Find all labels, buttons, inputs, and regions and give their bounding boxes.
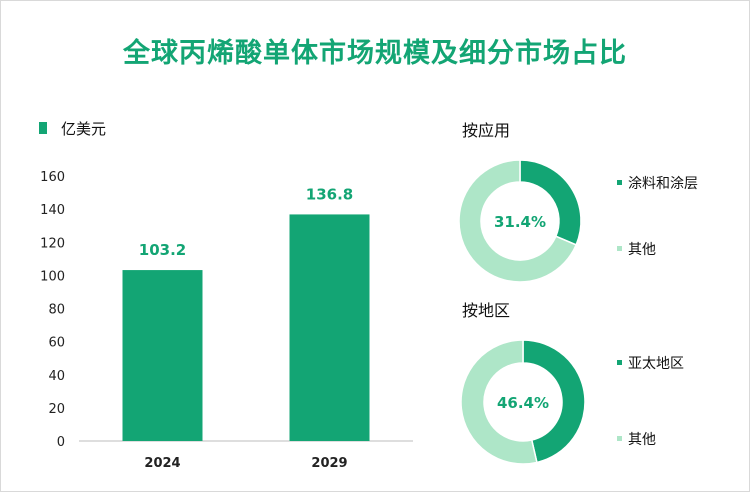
legend-label: 亚太地区 <box>628 356 684 372</box>
y-tick-label: 120 <box>40 236 65 251</box>
y-tick-label: 140 <box>40 203 65 218</box>
legend-marker <box>617 246 622 251</box>
donut-slice <box>519 159 582 246</box>
bar-value-label: 136.8 <box>306 185 353 203</box>
legend-swatch <box>39 122 47 134</box>
donut-title: 按地区 <box>462 301 510 320</box>
legend-marker <box>617 436 622 441</box>
donut-slice <box>458 159 578 283</box>
donut-center-label: 31.4% <box>494 213 546 231</box>
donut-slices <box>458 159 582 283</box>
donut-slice <box>522 339 586 464</box>
bar <box>122 270 203 441</box>
y-axis-ticks: 0 20 40 60 80 100 120 140 160 <box>40 170 65 450</box>
bar <box>289 214 370 441</box>
y-tick-label: 160 <box>40 170 65 185</box>
bar-value-label: 103.2 <box>139 241 186 259</box>
donut-center-label: 46.4% <box>497 394 549 412</box>
y-tick-label: 60 <box>48 336 65 351</box>
y-tick-label: 0 <box>57 435 65 450</box>
legend-label: 涂料和涂层 <box>628 176 698 192</box>
legend-label: 亿美元 <box>61 120 106 138</box>
legend-marker <box>617 360 622 365</box>
legend-marker <box>617 180 622 185</box>
page-title: 全球丙烯酸单体市场规模及细分市场占比 <box>123 38 627 69</box>
legend-label: 其他 <box>628 432 656 448</box>
donut-slices <box>460 339 586 465</box>
y-tick-label: 100 <box>40 269 65 284</box>
y-tick-label: 80 <box>48 303 65 318</box>
x-tick-label: 2029 <box>311 456 347 471</box>
legend-label: 其他 <box>628 242 656 258</box>
x-tick-label: 2024 <box>144 456 180 471</box>
bars: 103.2 136.8 <box>122 185 370 441</box>
donut-title: 按应用 <box>462 121 510 140</box>
bar-chart: 亿美元 0 20 40 60 80 100 120 140 160 103.2 136.8 202… <box>39 120 413 471</box>
donut-slice <box>460 339 538 465</box>
y-tick-label: 20 <box>48 402 65 417</box>
x-axis-ticks: 2024 2029 <box>144 456 347 471</box>
y-tick-label: 40 <box>48 369 65 384</box>
